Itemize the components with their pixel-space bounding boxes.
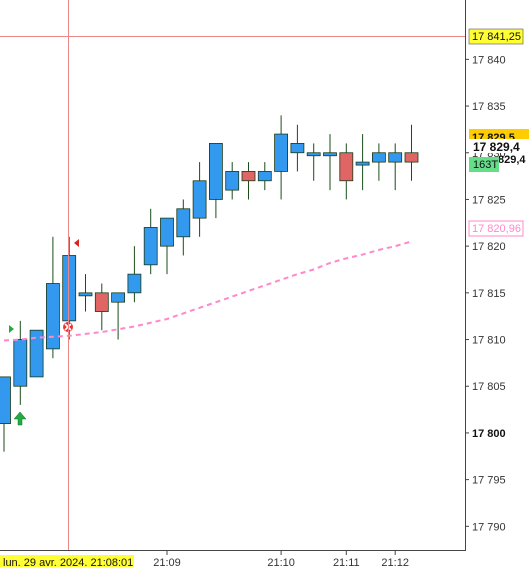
y-tick-label: 17 810 — [472, 335, 506, 347]
candle-body — [225, 171, 240, 191]
candle-body — [339, 152, 354, 182]
y-axis-ticks: 17 790 17 795 17 800 17 805 17 810 17 815 17 8… — [465, 54, 506, 533]
y-tick-label: 17 840 — [472, 54, 506, 66]
candle — [323, 134, 337, 191]
candle-body — [274, 133, 289, 172]
y-tick-label: 17 800 — [472, 428, 506, 440]
y-tick-label: 17 805 — [472, 381, 506, 393]
candles-layer — [0, 115, 419, 452]
crosshair-price-label: 17 841,25 — [468, 28, 524, 45]
y-tick-label: 17 795 — [472, 475, 506, 487]
last-price-label: 17 829,5 17 829,4 829,4 163T — [469, 129, 529, 172]
moving-average-line — [3, 240, 412, 342]
candle-body — [160, 217, 174, 247]
y-tick-label: 17 825 — [472, 194, 506, 206]
y-tick-label: 17 835 — [472, 101, 506, 113]
candle — [404, 124, 419, 181]
candle — [29, 329, 44, 378]
candle — [192, 162, 207, 237]
candle — [111, 292, 125, 340]
candle-body — [290, 143, 305, 154]
candle-body — [241, 171, 256, 182]
x-tick-label: 21:11 — [333, 557, 360, 567]
y-tick-label: 17 820 — [472, 241, 506, 253]
candle-body — [78, 292, 93, 297]
candle — [339, 143, 354, 200]
moving-average-value-text: 17 820,96 — [472, 223, 521, 235]
last-price-text: 17 829,4 — [473, 140, 520, 154]
candle — [78, 274, 93, 312]
candle — [0, 376, 11, 452]
candle — [371, 143, 386, 181]
y-tick-label: 17 790 — [472, 521, 506, 533]
candle-body — [371, 152, 386, 163]
candle-body — [388, 152, 403, 163]
candle — [208, 143, 223, 219]
last-price-underlay2-text: 829,4 — [498, 154, 526, 166]
candle-body — [111, 292, 125, 303]
candle — [127, 246, 142, 303]
x-tick-label: 21:12 — [381, 557, 409, 567]
candle — [176, 199, 191, 256]
moving-average-label: 17 820,96 — [468, 220, 524, 237]
candle — [388, 143, 403, 191]
candle — [274, 115, 289, 200]
candle-body — [62, 255, 77, 322]
candle-body — [306, 152, 321, 157]
red-triangle-icon — [74, 239, 79, 247]
green-triangle-icon — [9, 325, 14, 333]
candle-body — [0, 376, 11, 424]
candle-body — [192, 180, 207, 219]
candle-body — [208, 143, 223, 200]
candle — [290, 124, 305, 172]
candle — [160, 217, 174, 275]
candle — [306, 143, 321, 181]
x-axis-ticks: 21:09 21:10 21:11 21:12 — [153, 550, 409, 567]
candle-body — [355, 161, 370, 166]
candle — [143, 208, 158, 275]
countdown-text: 163T — [473, 159, 498, 171]
candle-body — [29, 329, 44, 378]
candle — [94, 283, 109, 331]
candle-body — [404, 152, 419, 163]
candle — [241, 162, 256, 200]
candle-body — [13, 339, 28, 387]
candle-body — [257, 171, 272, 182]
crosshair-time-label: lun. 29 avr. 2024. 21:08:01 — [0, 555, 134, 567]
candle-body — [127, 273, 142, 294]
candle-body — [176, 208, 191, 238]
candle — [13, 320, 28, 405]
crosshair-price-text: 17 841,25 — [472, 31, 521, 43]
candle-body — [94, 292, 109, 312]
candle-body — [46, 283, 60, 350]
candle — [355, 134, 370, 191]
y-tick-label: 17 815 — [472, 288, 506, 300]
candle — [257, 162, 272, 191]
candle-body — [143, 227, 158, 266]
x-tick-label: 21:10 — [267, 557, 295, 567]
candle — [225, 162, 240, 200]
crosshair-time-text: lun. 29 avr. 2024. 21:08:01 — [3, 557, 133, 567]
x-tick-label: 21:09 — [153, 557, 181, 567]
candle-body — [323, 152, 337, 157]
buy-arrow-icon — [13, 411, 27, 426]
candle — [46, 236, 60, 359]
